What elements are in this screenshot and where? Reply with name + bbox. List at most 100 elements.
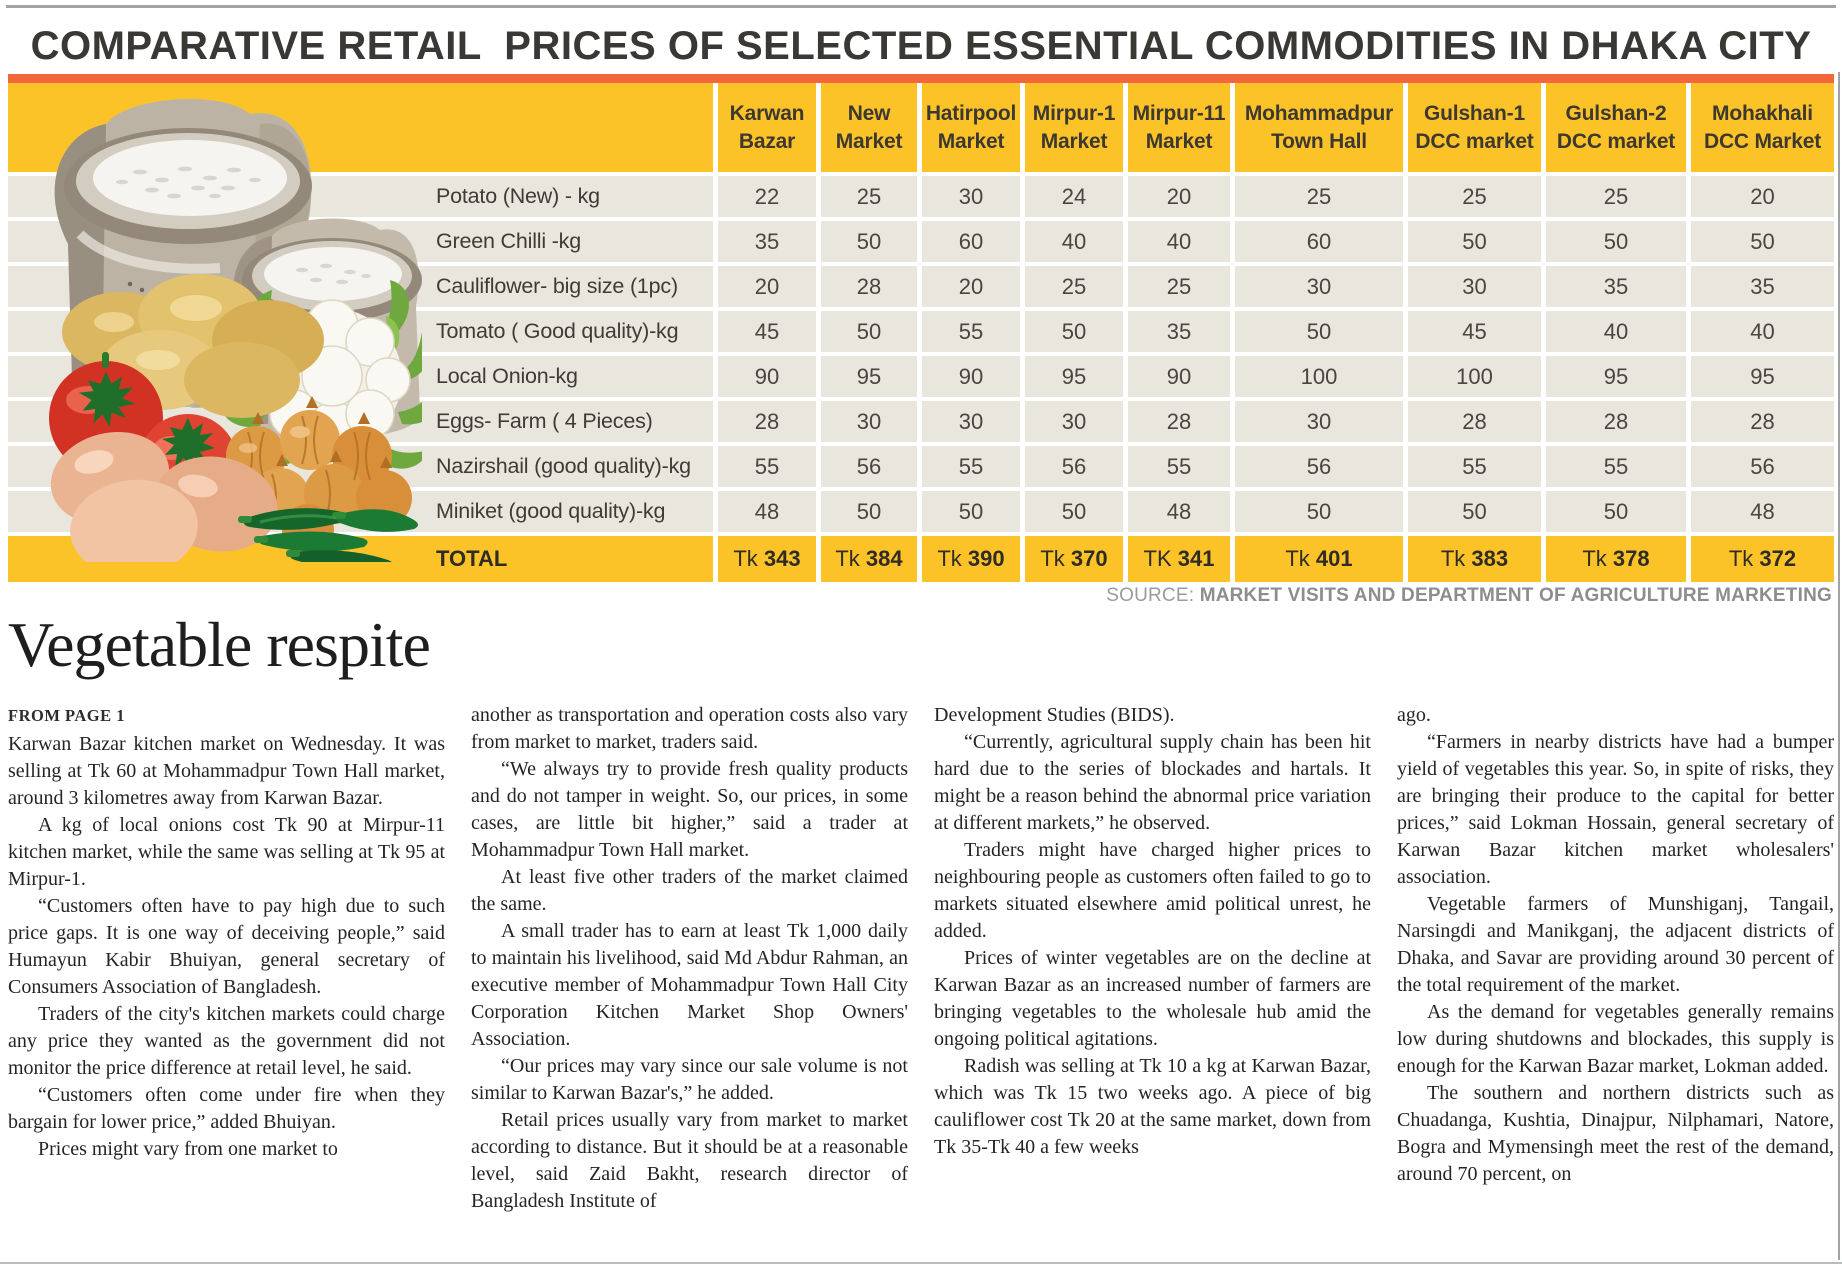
price-cell: 28 — [1691, 401, 1834, 442]
price-cell: 50 — [821, 311, 917, 352]
price-cell: 45 — [1408, 311, 1541, 352]
price-cell: 90 — [718, 356, 816, 397]
article-column-4: ago. “Farmers in nearby districts have h… — [1397, 702, 1834, 1258]
column-header: Mohakhali DCC Market — [1691, 83, 1834, 172]
price-cell: 25 — [1235, 176, 1403, 217]
price-cell: 20 — [1691, 176, 1834, 217]
column-header: Mohammadpur Town Hall — [1235, 83, 1403, 172]
column-header: Karwan Bazar — [718, 83, 816, 172]
article-paragraph: A small trader has to earn at least Tk 1… — [471, 920, 908, 1050]
price-cell: 25 — [821, 176, 917, 217]
price-cell: 55 — [718, 446, 816, 487]
price-cell: 60 — [1235, 221, 1403, 262]
price-cell: 50 — [1235, 311, 1403, 352]
article-paragraph: At least five other traders of the marke… — [471, 866, 908, 915]
price-cell: 50 — [1025, 311, 1123, 352]
article-paragraph: “Customers often have to pay high due to… — [8, 895, 445, 998]
column-header: Mirpur-1 Market — [1025, 83, 1123, 172]
column-header: New Market — [821, 83, 917, 172]
price-cell: 55 — [922, 311, 1020, 352]
table-title: COMPARATIVE RETAIL PRICES OF SELECTED ES… — [30, 24, 1812, 68]
price-cell: 25 — [1408, 176, 1541, 217]
article-paragraph: “Our prices may vary since our sale volu… — [471, 1055, 908, 1104]
price-cell: 25 — [1128, 266, 1230, 307]
price-cell: 60 — [922, 221, 1020, 262]
article-paragraph: “We always try to provide fresh quality … — [471, 758, 908, 861]
article-paragraph: another as transportation and operation … — [471, 704, 908, 753]
price-cell: 100 — [1408, 356, 1541, 397]
price-cell: 40 — [1546, 311, 1686, 352]
price-cell: 30 — [922, 401, 1020, 442]
article-body: FROM PAGE 1 Karwan Bazar kitchen market … — [8, 702, 1834, 1258]
price-cell: 35 — [1691, 266, 1834, 307]
price-cell: 50 — [1546, 221, 1686, 262]
article-paragraph: Prices might vary from one market to — [38, 1138, 338, 1160]
price-cell: 50 — [821, 491, 917, 532]
green-chillies-illustration — [238, 508, 418, 562]
price-cell: 30 — [1235, 266, 1403, 307]
price-cell: 95 — [1546, 356, 1686, 397]
column-header: Hatirpool Market — [922, 83, 1020, 172]
price-cell: 22 — [718, 176, 816, 217]
eggs-illustration — [50, 431, 278, 562]
price-cell: 50 — [1691, 221, 1834, 262]
column-header: Mirpur-11 Market — [1128, 83, 1230, 172]
source-label: SOURCE: — [1106, 585, 1195, 606]
article-column-3: Development Studies (BIDS). “Currently, … — [934, 702, 1371, 1258]
total-cell: Tk 370 — [1025, 536, 1123, 582]
price-cell: 30 — [821, 401, 917, 442]
price-cell: 20 — [922, 266, 1020, 307]
article-paragraph: A kg of local onions cost Tk 90 at Mirpu… — [8, 814, 445, 890]
price-cell: 50 — [1408, 221, 1541, 262]
article-paragraph: Karwan Bazar kitchen market on Wednesday… — [8, 733, 445, 809]
price-cell: 95 — [1025, 356, 1123, 397]
article-column-1: FROM PAGE 1 Karwan Bazar kitchen market … — [8, 702, 445, 1258]
price-cell: 55 — [1546, 446, 1686, 487]
price-cell: 50 — [1235, 491, 1403, 532]
price-cell: 28 — [1546, 401, 1686, 442]
price-cell: 56 — [1691, 446, 1834, 487]
price-cell: 30 — [1025, 401, 1123, 442]
price-cell: 28 — [1408, 401, 1541, 442]
price-cell: 28 — [821, 266, 917, 307]
article-paragraph: Prices of winter vegetables are on the d… — [934, 947, 1371, 1050]
price-cell: 56 — [821, 446, 917, 487]
price-cell: 90 — [922, 356, 1020, 397]
price-cell: 48 — [718, 491, 816, 532]
article-kicker: FROM PAGE 1 — [8, 706, 126, 725]
price-cell: 48 — [1691, 491, 1834, 532]
source-text: MARKET VISITS AND DEPARTMENT OF AGRICULT… — [1199, 585, 1832, 606]
column-header: Gulshan-1 DCC market — [1408, 83, 1541, 172]
price-cell: 40 — [1691, 311, 1834, 352]
price-cell: 50 — [922, 491, 1020, 532]
price-cell: 55 — [922, 446, 1020, 487]
page-edge-rule — [1838, 72, 1840, 1260]
price-cell: 56 — [1025, 446, 1123, 487]
article-paragraph: “Customers often come under fire when th… — [8, 1084, 445, 1133]
total-cell: Tk 343 — [718, 536, 816, 582]
price-cell: 50 — [1546, 491, 1686, 532]
price-cell: 30 — [922, 176, 1020, 217]
article-paragraph: The southern and northern districts such… — [1397, 1082, 1834, 1185]
price-cell: 56 — [1235, 446, 1403, 487]
total-cell: Tk 384 — [821, 536, 917, 582]
article-paragraph: Development Studies (BIDS). — [934, 704, 1175, 726]
price-cell: 50 — [1025, 491, 1123, 532]
price-cell: 24 — [1025, 176, 1123, 217]
article-paragraph: Traders might have charged higher prices… — [934, 839, 1371, 942]
price-cell: 28 — [1128, 401, 1230, 442]
article-column-2: another as transportation and operation … — [471, 702, 908, 1258]
price-cell: 95 — [821, 356, 917, 397]
column-header: Gulshan-2 DCC market — [1546, 83, 1686, 172]
price-cell: 35 — [1546, 266, 1686, 307]
article-paragraph: ago. — [1397, 704, 1431, 726]
total-cell: Tk 390 — [922, 536, 1020, 582]
article-paragraph: Vegetable farmers of Munshiganj, Tangail… — [1397, 893, 1834, 996]
total-cell: TK 341 — [1128, 536, 1230, 582]
total-cell: Tk 378 — [1546, 536, 1686, 582]
price-cell: 55 — [1128, 446, 1230, 487]
price-cell: 25 — [1025, 266, 1123, 307]
price-cell: 95 — [1691, 356, 1834, 397]
article-paragraph: Radish was selling at Tk 10 a kg at Karw… — [934, 1055, 1371, 1158]
